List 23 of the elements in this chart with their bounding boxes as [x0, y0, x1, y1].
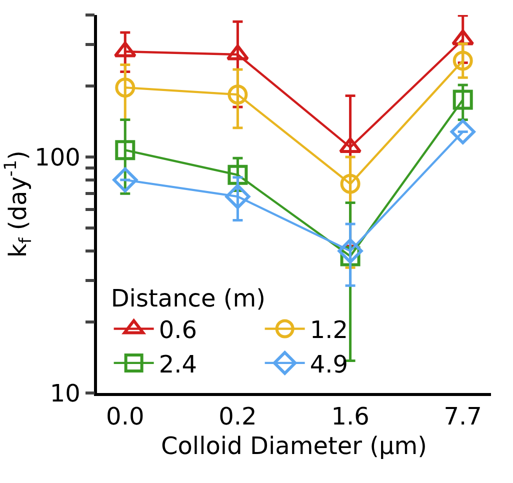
- x-tick-label: 0.0: [106, 402, 144, 431]
- point: [338, 238, 363, 264]
- legend-label: 2.4: [158, 350, 197, 378]
- y-tick-label: 10: [50, 379, 80, 408]
- x-tick-label: 7.7: [444, 402, 482, 431]
- point: [228, 84, 248, 105]
- x-tick-label: 0.2: [218, 402, 257, 431]
- point: [225, 184, 250, 210]
- point: [452, 90, 473, 110]
- point: [115, 78, 136, 98]
- legend-label: 4.9: [310, 350, 348, 378]
- x-tick-label: 1.6: [331, 402, 370, 431]
- point: [112, 167, 138, 192]
- point: [340, 174, 360, 194]
- y-tick-label: 100: [34, 143, 80, 172]
- point: [450, 119, 476, 144]
- x-axis-title: Colloid Diameter (µm): [160, 432, 428, 460]
- point: [228, 164, 248, 185]
- point: [452, 50, 473, 71]
- legend-title: Distance (m): [110, 284, 266, 313]
- point: [115, 140, 136, 160]
- legend-label: 0.6: [158, 316, 197, 344]
- legend-label: 1.2: [310, 316, 348, 344]
